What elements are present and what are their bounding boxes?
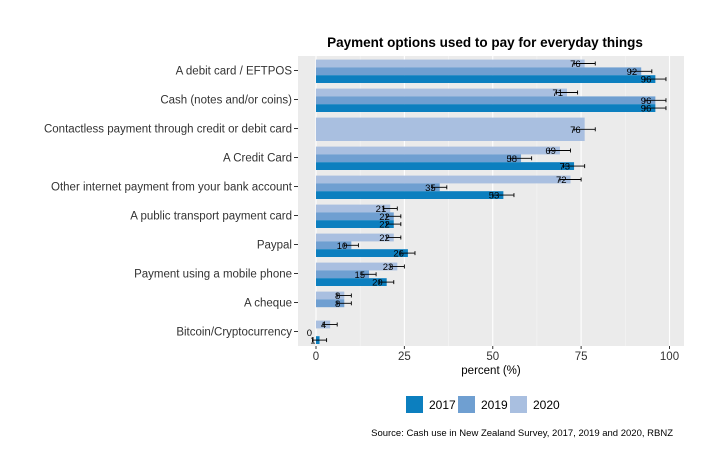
- category-label: A Credit Card: [223, 153, 292, 165]
- legend-swatch-2019: [458, 396, 475, 413]
- bar-2019: [316, 241, 352, 250]
- value-label: 23: [383, 262, 394, 273]
- value-label: 96: [641, 96, 652, 107]
- value-label: 58: [506, 154, 517, 165]
- bar-2020: [316, 204, 391, 213]
- bar-2019: [316, 212, 394, 221]
- x-tick-label: 25: [398, 351, 411, 363]
- value-label: 21: [376, 204, 387, 215]
- category-label: Paypal: [257, 240, 292, 252]
- value-label: 72: [556, 175, 567, 186]
- category-label: A cheque: [244, 298, 292, 310]
- legend: 2017 2019 2020: [406, 396, 560, 413]
- value-label: 22: [379, 212, 390, 223]
- bar-2019: [316, 154, 522, 163]
- bar-2019: [316, 96, 656, 105]
- value-label: 69: [545, 146, 556, 157]
- bar-2017: [316, 162, 575, 170]
- bar-2017: [316, 75, 656, 83]
- value-label: 26: [393, 249, 404, 260]
- bar-2020: [316, 233, 394, 242]
- value-label: 35: [425, 183, 436, 194]
- category-label: A public transport payment card: [130, 211, 292, 223]
- x-tick-label: 75: [575, 351, 588, 363]
- value-label: 96: [641, 104, 652, 115]
- category-label: Cash (notes and/or coins): [160, 95, 292, 107]
- bar-2017: [316, 249, 408, 257]
- value-label: 76: [570, 59, 581, 70]
- bar-2020: [316, 291, 345, 300]
- value-label: 53: [489, 191, 500, 202]
- x-tick-label: 100: [660, 351, 679, 363]
- category-labels: A debit card / EFTPOS Cash (notes and/or …: [44, 66, 298, 339]
- legend-label-2020: 2020: [533, 398, 560, 412]
- x-tick-label: 0: [313, 351, 319, 363]
- value-label: 8: [335, 299, 340, 310]
- value-label: 22: [379, 220, 390, 231]
- bar-2019: [316, 270, 370, 279]
- value-label: 20: [372, 278, 383, 289]
- value-label: 92: [627, 67, 638, 78]
- value-label: 1: [310, 336, 315, 347]
- category-label: Bitcoin/Cryptocurrency: [176, 327, 292, 339]
- legend-label-2019: 2019: [481, 398, 508, 412]
- bar-2020: [316, 262, 398, 271]
- bar-2017: [316, 191, 504, 199]
- bar-2020: [316, 175, 571, 184]
- x-axis-ticks: 0 25 50 75 100: [313, 346, 679, 363]
- legend-swatch-2017: [406, 396, 423, 413]
- category-label: Other internet payment from your bank ac…: [51, 182, 293, 194]
- x-tick-label: 50: [486, 351, 499, 363]
- x-axis-title: percent (%): [461, 365, 521, 377]
- source-note: Source: Cash use in New Zealand Survey, …: [371, 428, 673, 439]
- value-label: 10: [337, 241, 348, 252]
- bar-2020: [316, 117, 585, 141]
- bar-2020: [316, 88, 567, 97]
- bars: 7671766972212223849296583522101580969673…: [307, 59, 667, 347]
- value-label: 0: [307, 328, 312, 339]
- bar-2019: [316, 183, 440, 192]
- value-label: 4: [321, 320, 326, 331]
- bar-2019: [316, 67, 642, 76]
- bar-2017: [316, 220, 394, 228]
- category-label: Payment using a mobile phone: [134, 269, 292, 281]
- bar-2020: [316, 146, 560, 155]
- bar-2017: [316, 104, 656, 112]
- value-label: 71: [552, 88, 563, 99]
- category-label: A debit card / EFTPOS: [176, 66, 293, 78]
- category-label: Contactless payment through credit or de…: [44, 124, 292, 136]
- legend-swatch-2020: [510, 396, 527, 413]
- bar-2019: [316, 299, 345, 308]
- value-label: 76: [570, 125, 581, 136]
- value-label: 96: [641, 75, 652, 86]
- value-label: 8: [335, 291, 340, 302]
- chart-title: Payment options used to pay for everyday…: [327, 35, 643, 50]
- legend-label-2017: 2017: [429, 398, 456, 412]
- bar-2017: [316, 278, 387, 286]
- value-label: 73: [559, 162, 570, 173]
- value-label: 22: [379, 233, 390, 244]
- bar-2020: [316, 59, 585, 68]
- value-label: 15: [354, 270, 365, 281]
